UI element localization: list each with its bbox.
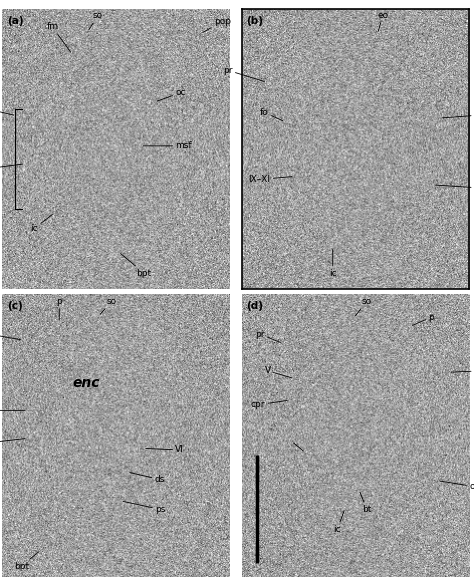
Text: (b): (b) bbox=[246, 16, 263, 26]
Text: (d): (d) bbox=[246, 301, 263, 311]
Text: IX–XI: IX–XI bbox=[248, 175, 292, 184]
Text: pr: pr bbox=[223, 66, 264, 82]
Text: pr: pr bbox=[255, 329, 281, 342]
Text: p: p bbox=[412, 312, 434, 325]
Text: ic: ic bbox=[30, 215, 53, 233]
Text: cpr: cpr bbox=[251, 400, 287, 409]
Text: fm: fm bbox=[46, 22, 71, 52]
Text: bt: bt bbox=[360, 492, 372, 514]
Text: fo: fo bbox=[260, 108, 283, 121]
Text: V: V bbox=[0, 406, 25, 415]
Text: so: so bbox=[89, 11, 103, 30]
Text: V: V bbox=[264, 366, 292, 378]
Text: oc: oc bbox=[157, 88, 186, 101]
Text: p: p bbox=[56, 297, 62, 320]
Text: oc: oc bbox=[440, 481, 474, 491]
Text: pr: pr bbox=[0, 329, 20, 340]
Text: (c): (c) bbox=[7, 301, 23, 311]
Text: XII: XII bbox=[0, 105, 14, 115]
Text: ds: ds bbox=[130, 473, 165, 484]
Text: pop: pop bbox=[202, 17, 231, 33]
Text: bpt: bpt bbox=[121, 254, 152, 278]
Text: pop: pop bbox=[451, 366, 474, 375]
Text: ic: ic bbox=[329, 250, 337, 278]
Text: so: so bbox=[100, 297, 117, 314]
Text: ps: ps bbox=[123, 501, 165, 514]
Text: bpt: bpt bbox=[14, 552, 39, 571]
Text: enc: enc bbox=[73, 377, 100, 391]
Text: ic: ic bbox=[334, 511, 344, 533]
Text: so: so bbox=[356, 297, 372, 315]
Text: msf: msf bbox=[144, 141, 192, 150]
Text: VI: VI bbox=[146, 445, 184, 454]
Text: (a): (a) bbox=[7, 16, 24, 26]
Text: pif: pif bbox=[0, 438, 25, 447]
Text: bt: bt bbox=[435, 183, 474, 192]
Text: bo: bo bbox=[442, 111, 474, 120]
Text: bt: bt bbox=[0, 164, 23, 173]
Text: eo: eo bbox=[377, 11, 388, 31]
